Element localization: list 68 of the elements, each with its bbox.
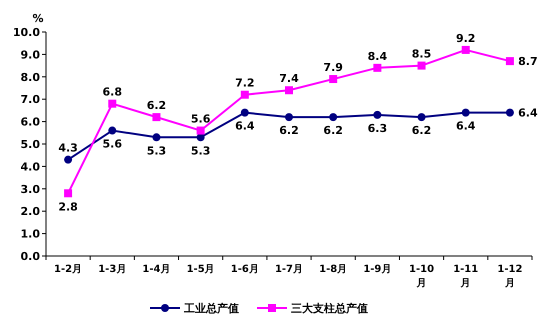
point xyxy=(418,62,426,70)
data-label: 6.4 xyxy=(456,120,476,133)
data-label: 7.9 xyxy=(323,61,343,74)
point xyxy=(64,189,72,198)
y-tick-label: 8.0 xyxy=(20,70,40,84)
data-label: 6.2 xyxy=(279,124,299,138)
data-label: 5.6 xyxy=(190,112,211,126)
point xyxy=(506,108,514,117)
y-tick-label: 0.0 xyxy=(20,250,40,263)
point xyxy=(506,57,514,66)
x-tick-label: 1-6月 xyxy=(230,264,259,275)
data-label: 8.7 xyxy=(518,55,538,68)
y-tick-label: 10.0 xyxy=(12,26,40,39)
x-tick-label: 1-4月 xyxy=(142,264,170,275)
point xyxy=(462,46,470,54)
y-tick-label: 2.0 xyxy=(20,205,40,218)
data-label: 6.2 xyxy=(146,99,166,112)
data-label: 7.4 xyxy=(279,72,300,86)
point xyxy=(285,86,293,94)
x-tick-label: 1-11月 xyxy=(453,264,478,289)
data-label: 7.2 xyxy=(235,76,255,90)
point xyxy=(240,108,249,117)
y-axis-title: % xyxy=(32,12,44,25)
data-label: 6.2 xyxy=(323,124,343,138)
point xyxy=(152,133,160,142)
point xyxy=(108,126,116,135)
data-label: 5.3 xyxy=(190,144,210,158)
data-label: 8.5 xyxy=(412,48,432,61)
point xyxy=(329,75,338,84)
data-label: 5.6 xyxy=(102,138,122,151)
legend-label: 三大支柱总产值 xyxy=(291,302,368,315)
x-tick-label: 1-9月 xyxy=(363,264,392,275)
data-label: 8.4 xyxy=(368,50,388,63)
point xyxy=(418,113,426,122)
point xyxy=(373,64,382,72)
point xyxy=(240,90,249,99)
point xyxy=(108,100,116,108)
x-tick-label: 1-5月 xyxy=(186,264,215,275)
x-tick-label: 1-12月 xyxy=(497,264,522,289)
y-tick-label: 4.0 xyxy=(20,160,40,174)
x-tick-label: 1-3月 xyxy=(98,264,126,275)
y-tick-label: 6.0 xyxy=(20,116,40,129)
data-label: 4.3 xyxy=(58,142,78,155)
point xyxy=(196,126,205,135)
data-label: 6.4 xyxy=(235,120,255,133)
data-label: 6.2 xyxy=(412,124,432,138)
x-tick-label: 1-2月 xyxy=(54,264,82,275)
point xyxy=(329,113,338,122)
data-label: 6.3 xyxy=(368,122,388,135)
x-tick-label: 1-8月 xyxy=(319,264,348,275)
data-label: 9.2 xyxy=(456,32,476,45)
point xyxy=(152,113,160,122)
data-label: 5.3 xyxy=(146,144,166,158)
data-label: 2.8 xyxy=(58,200,78,214)
point xyxy=(64,156,72,164)
y-tick-label: 1.0 xyxy=(20,228,40,241)
x-tick-label: 1-10月 xyxy=(409,264,434,289)
point xyxy=(373,110,382,119)
legend-label: 工业总产值 xyxy=(183,302,239,315)
point xyxy=(462,108,470,117)
y-tick-label: 3.0 xyxy=(20,182,40,196)
data-label: 6.8 xyxy=(102,86,122,99)
data-label: 6.4 xyxy=(518,106,538,120)
y-tick-label: 5.0 xyxy=(20,138,40,151)
point xyxy=(285,113,293,122)
y-tick-label: 7.0 xyxy=(20,93,40,106)
y-tick-label: 9.0 xyxy=(20,48,40,62)
x-tick-label: 1-7月 xyxy=(274,264,304,275)
